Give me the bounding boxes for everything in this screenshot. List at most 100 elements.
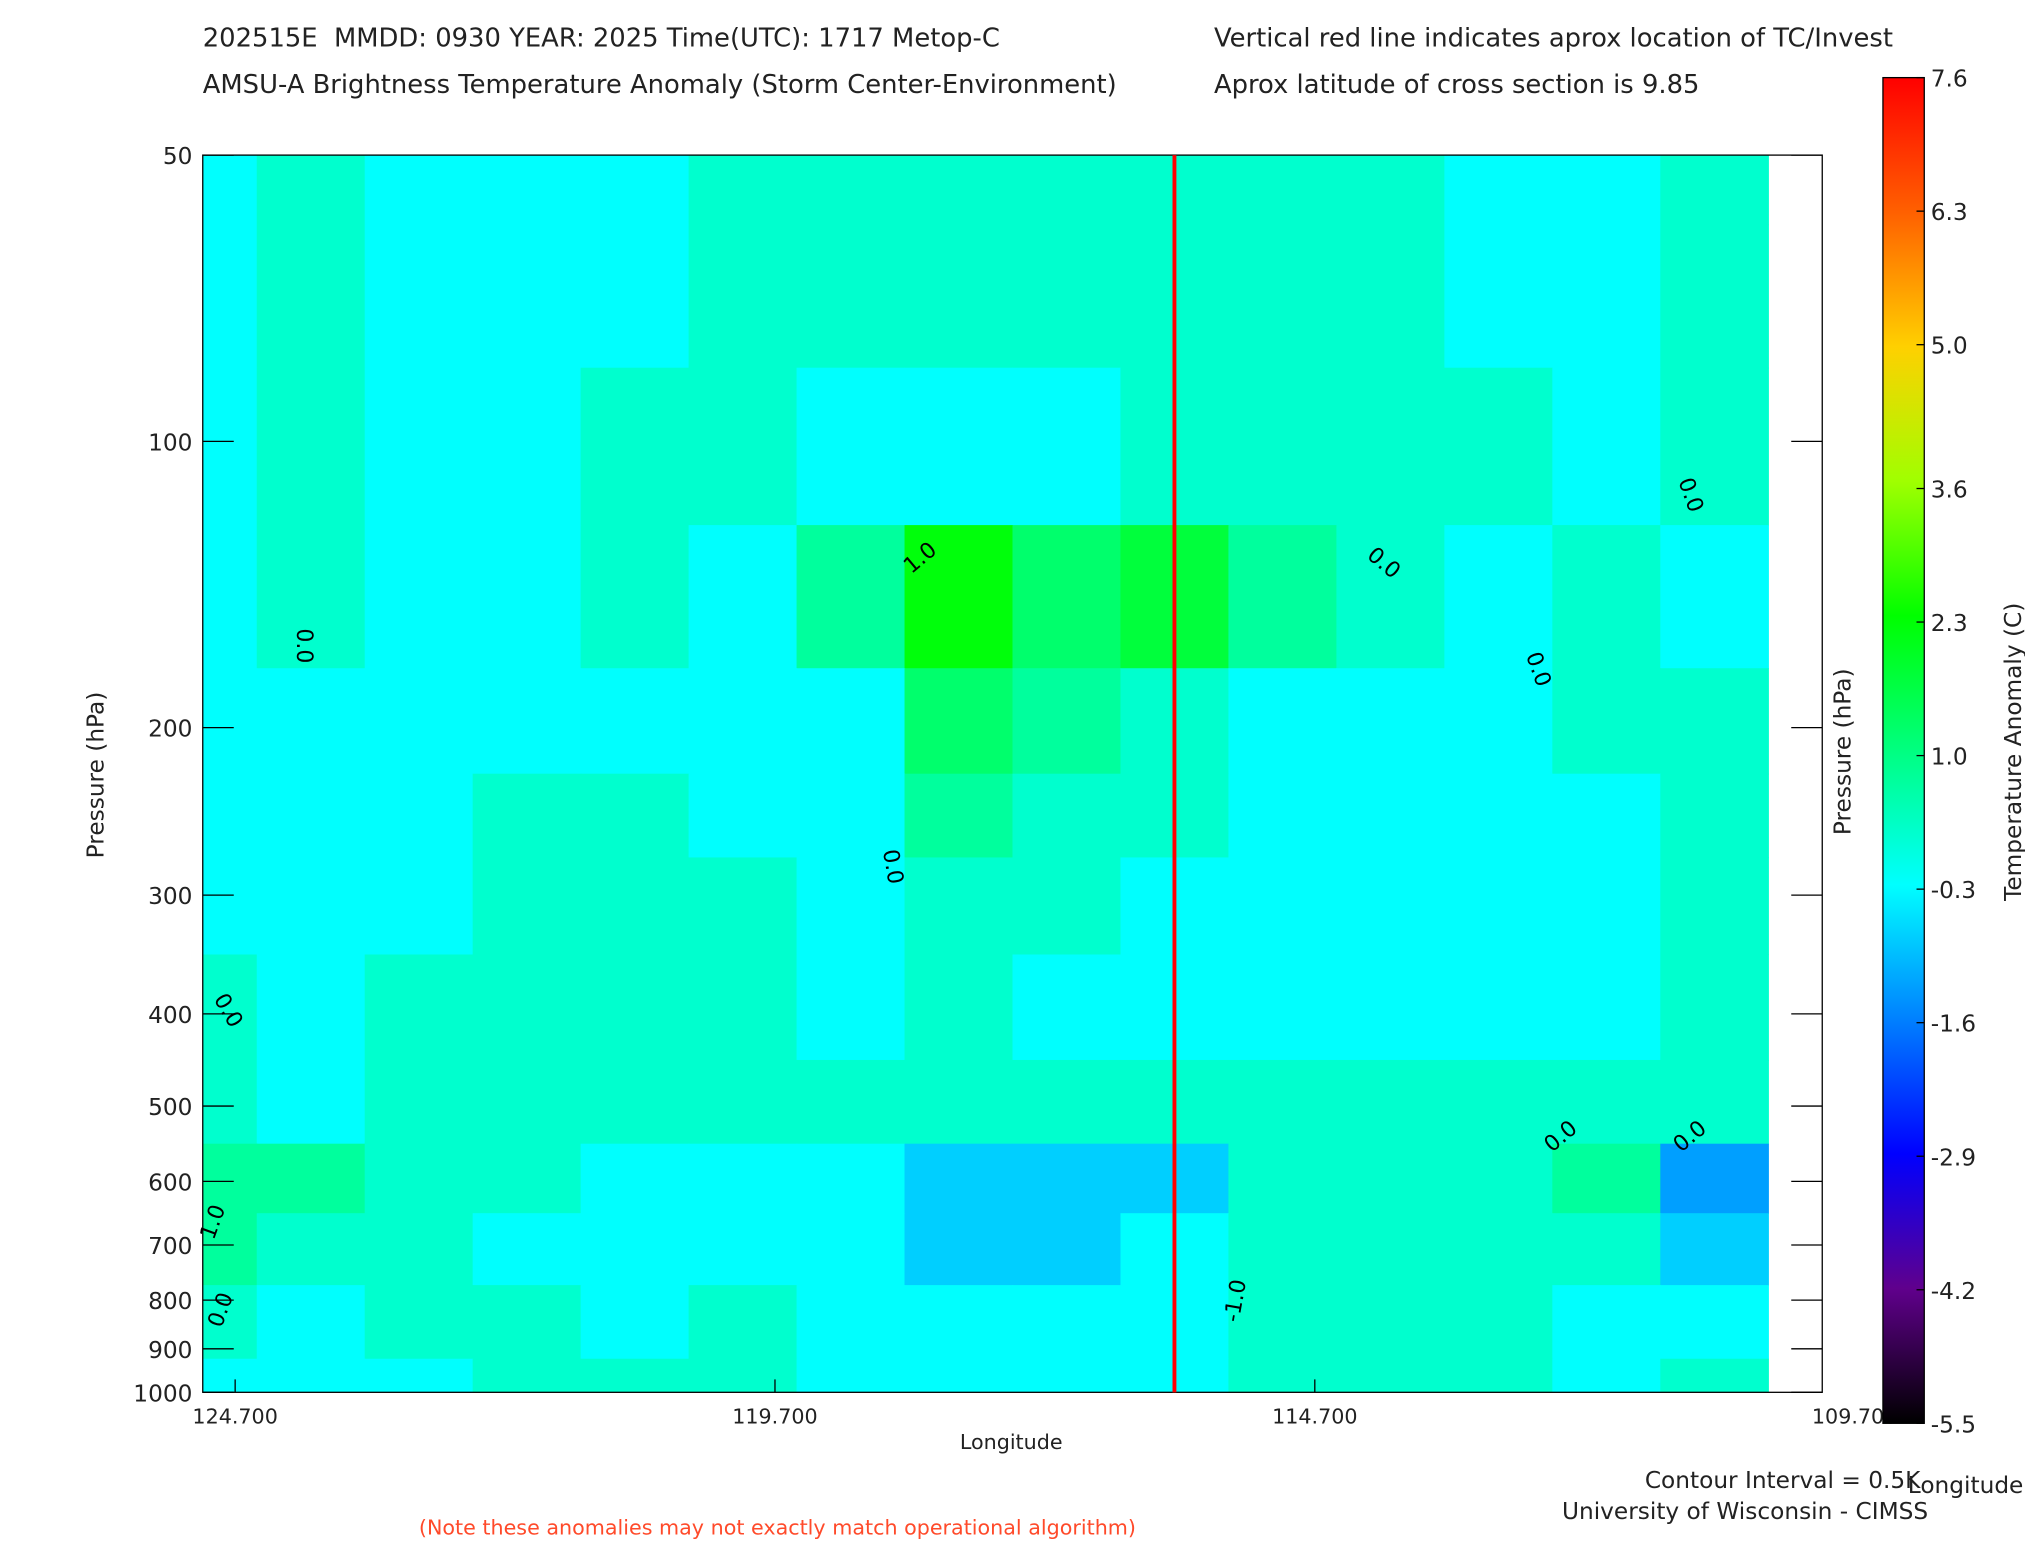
y-tick-label: 100	[148, 429, 192, 456]
colorbar-tick-label: -0.3	[1931, 877, 1976, 904]
contour-cell	[1336, 857, 1446, 956]
contour-cell	[688, 367, 798, 526]
x-tick-label: 114.700	[1272, 1404, 1357, 1428]
contour-cell	[1660, 1285, 1769, 1360]
contour-cell	[580, 668, 690, 775]
contour-cell	[1012, 224, 1122, 369]
y-tick-label: 50	[163, 143, 193, 170]
contour-cell	[256, 773, 366, 859]
contour-cell	[1444, 954, 1553, 1061]
y-tick-label: 800	[148, 1288, 192, 1315]
contour-cell	[1552, 1143, 1661, 1214]
contour-cell	[256, 1285, 366, 1360]
contour-cell	[256, 857, 366, 956]
contour-cell	[688, 155, 798, 226]
colorbar	[1882, 76, 1925, 1424]
contour-cell	[688, 224, 798, 369]
colorbar-tick-label: 5.0	[1931, 333, 1968, 360]
colorbar-tick-label: 3.6	[1931, 477, 1968, 504]
contour-cell	[256, 155, 366, 226]
contour-cell	[580, 857, 690, 956]
contour-cell	[580, 155, 690, 226]
y-tick-label: 600	[148, 1169, 192, 1196]
colorbar-tick-label: -5.5	[1931, 1411, 1976, 1438]
colorbar-tick-label: -2.9	[1931, 1144, 1976, 1171]
contour-cell	[580, 1358, 690, 1393]
y-tick-label: 700	[148, 1233, 192, 1260]
contour-cell	[1228, 1213, 1338, 1286]
contour-cell	[1660, 155, 1769, 226]
contour-cell	[1552, 954, 1661, 1061]
colorbar-tick-label: 6.3	[1931, 199, 1968, 226]
contour-cell	[688, 525, 798, 669]
contour-cell	[472, 668, 582, 775]
contour-cell	[688, 954, 798, 1061]
contour-cell	[256, 1358, 366, 1393]
contour-cell	[1660, 525, 1769, 669]
contour-cell	[1552, 1213, 1661, 1286]
contour-cell	[1012, 367, 1122, 526]
contour-cell	[1444, 1358, 1553, 1393]
contour-cell	[1552, 1358, 1661, 1393]
contour-cell	[904, 1213, 1014, 1286]
contour-cell	[580, 224, 690, 369]
contour-cell	[364, 1143, 474, 1214]
contour-cell	[1660, 1059, 1769, 1145]
contour-cell	[1336, 224, 1446, 369]
contour-label: 0.0	[877, 848, 908, 887]
contour-cell	[1444, 1143, 1553, 1214]
contour-cell	[904, 668, 1014, 775]
contour-cell	[580, 1143, 690, 1214]
contour-cell	[364, 668, 474, 775]
contour-cell	[580, 954, 690, 1061]
contour-cell	[364, 525, 474, 669]
contour-cell	[202, 1285, 258, 1360]
contour-field	[202, 155, 1769, 1393]
contour-cell	[580, 367, 690, 526]
contour-cell	[364, 1059, 474, 1145]
header-note: Aprox latitude of cross section is 9.85	[1214, 70, 1699, 100]
contour-cell	[904, 954, 1014, 1061]
colorbar-label: Temperature Anomaly (C)	[2000, 603, 2025, 902]
contour-cell	[472, 1358, 582, 1393]
contour-cell	[904, 367, 1014, 526]
contour-cell	[256, 367, 366, 526]
contour-cell	[472, 1285, 582, 1360]
contour-cell	[688, 1213, 798, 1286]
y-axis-label: Pressure (hPa)	[82, 692, 109, 859]
y-axis-label-right: Pressure (hPa)	[1830, 668, 1857, 835]
contour-cell	[364, 155, 474, 226]
contour-cell	[1552, 857, 1661, 956]
contour-cell	[1228, 857, 1338, 956]
contour-cell	[796, 773, 906, 859]
contour-cell	[202, 1358, 258, 1393]
contour-cell	[580, 1213, 690, 1286]
contour-cell	[1336, 155, 1446, 226]
contour-cell	[1660, 367, 1769, 526]
title: 202515E MMDD: 0930 YEAR: 2025 Time(UTC):…	[203, 24, 1000, 54]
plot-frame	[202, 154, 1823, 1393]
header-note: Vertical red line indicates aprox locati…	[1214, 24, 1893, 54]
contour-cell	[1660, 1143, 1769, 1214]
contour-cell	[796, 1285, 906, 1360]
contour-cell	[1336, 1143, 1446, 1214]
contour-cell	[796, 668, 906, 775]
contour-cell	[1660, 668, 1769, 775]
contour-cell	[1228, 1285, 1338, 1360]
y-tick-label: 400	[148, 1002, 192, 1029]
contour-cell	[1444, 1059, 1553, 1145]
contour-cell	[904, 1059, 1014, 1145]
contour-cell	[256, 525, 366, 669]
contour-cell	[796, 1358, 906, 1393]
contour-cell	[1336, 1285, 1446, 1360]
contour-cell	[1012, 857, 1122, 956]
contour-cell	[580, 525, 690, 669]
contour-cell	[1228, 367, 1338, 526]
contour-cell	[796, 857, 906, 956]
contour-cell	[472, 1059, 582, 1145]
y-tick-label: 1000	[133, 1380, 192, 1407]
contour-cell	[1552, 1059, 1661, 1145]
x-axis-label: Longitude	[960, 1430, 1063, 1454]
contour-cell	[1012, 1143, 1122, 1214]
contour-cell	[688, 1059, 798, 1145]
